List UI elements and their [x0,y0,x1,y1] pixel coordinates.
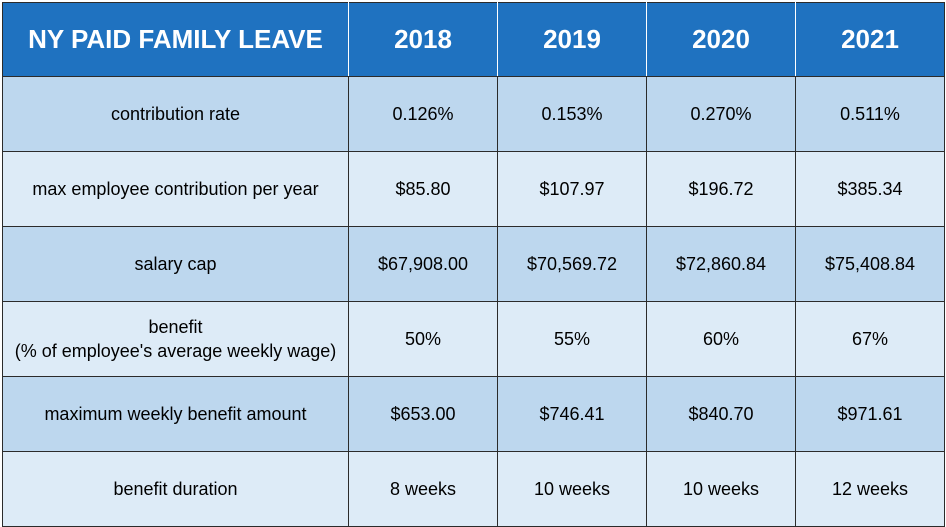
row-label: contribution rate [2,76,349,152]
cell-value: $385.34 [795,151,945,227]
cell-value: 8 weeks [348,451,498,527]
cell-value: 0.511% [795,76,945,152]
cell-value: 12 weeks [795,451,945,527]
row-label-line2: (% of employee's average weekly wage) [14,341,337,361]
table-title: NY PAID FAMILY LEAVE [2,2,349,77]
table-row: maximum weekly benefit amount $653.00 $7… [2,376,945,452]
year-header: 2020 [646,2,796,77]
cell-value: $971.61 [795,376,945,452]
cell-value: $75,408.84 [795,226,945,302]
cell-value: $107.97 [497,151,647,227]
header-row: NY PAID FAMILY LEAVE 2018 2019 2020 2021 [2,2,945,77]
cell-value: $67,908.00 [348,226,498,302]
cell-value: $72,860.84 [646,226,796,302]
table-row: benefit (% of employee's average weekly … [2,301,945,377]
table-row: salary cap $67,908.00 $70,569.72 $72,860… [2,226,945,302]
table-row: benefit duration 8 weeks 10 weeks 10 wee… [2,451,945,527]
cell-value: 0.270% [646,76,796,152]
cell-value: 0.153% [497,76,647,152]
cell-value: $840.70 [646,376,796,452]
row-label: maximum weekly benefit amount [2,376,349,452]
year-header: 2019 [497,2,647,77]
table-row: max employee contribution per year $85.8… [2,151,945,227]
year-header: 2021 [795,2,945,77]
row-label: benefit duration [2,451,349,527]
cell-value: $196.72 [646,151,796,227]
cell-value: 55% [497,301,647,377]
cell-value: $746.41 [497,376,647,452]
table-row: contribution rate 0.126% 0.153% 0.270% 0… [2,76,945,152]
cell-value: $70,569.72 [497,226,647,302]
cell-value: 67% [795,301,945,377]
cell-value: 0.126% [348,76,498,152]
cell-value: $653.00 [348,376,498,452]
cell-value: 50% [348,301,498,377]
row-label: benefit (% of employee's average weekly … [2,301,349,377]
row-label: max employee contribution per year [2,151,349,227]
row-label: salary cap [2,226,349,302]
cell-value: $85.80 [348,151,498,227]
cell-value: 10 weeks [646,451,796,527]
year-header: 2018 [348,2,498,77]
cell-value: 10 weeks [497,451,647,527]
cell-value: 60% [646,301,796,377]
row-label-line1: benefit [148,317,203,337]
